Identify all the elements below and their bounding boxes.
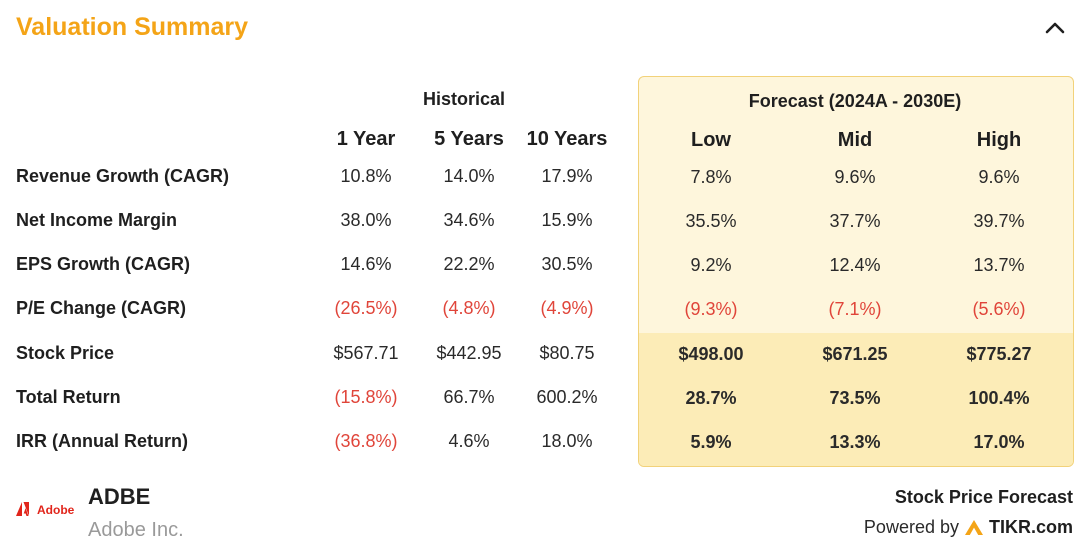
table-cell: $442.95 xyxy=(436,343,502,363)
forecast-header: Forecast (2024A - 2030E) xyxy=(748,91,962,111)
row-label: P/E Change (CAGR) xyxy=(16,298,187,318)
adobe-logo-text: Adobe xyxy=(37,503,75,517)
ticker-symbol: ADBE xyxy=(88,484,151,509)
table-cell: 15.9% xyxy=(541,210,593,230)
table-cell: (15.8%) xyxy=(334,387,398,407)
table-cell: 22.2% xyxy=(443,254,495,274)
table-cell: 5.9% xyxy=(690,432,732,452)
chevron-up-icon[interactable] xyxy=(1041,16,1069,40)
column-header: Mid xyxy=(837,129,873,151)
table-cell: $80.75 xyxy=(539,343,595,363)
column-header: Low xyxy=(691,129,731,151)
table-cell: 39.7% xyxy=(973,211,1025,231)
table-cell: (7.1%) xyxy=(828,299,882,319)
tikr-logo-icon xyxy=(964,520,983,535)
table-cell: 37.7% xyxy=(829,211,881,231)
table-cell: 17.9% xyxy=(541,166,593,186)
table-cell: (9.3%) xyxy=(684,299,738,319)
table-cell: 600.2% xyxy=(536,387,598,407)
table-cell: 100.4% xyxy=(968,388,1030,408)
row-label: Revenue Growth (CAGR) xyxy=(16,166,230,186)
powered-by[interactable]: Powered by TIKR.com xyxy=(864,517,1073,538)
table-cell: 18.0% xyxy=(541,431,593,451)
table-cell: 12.4% xyxy=(829,255,881,275)
company-name: Adobe Inc. xyxy=(88,519,184,541)
table-cell: 30.5% xyxy=(541,254,593,274)
table-cell: 13.3% xyxy=(829,432,881,452)
table-cell: 10.8% xyxy=(340,166,392,186)
table-cell: 17.0% xyxy=(973,432,1025,452)
table-cell: 9.6% xyxy=(834,167,876,187)
table-cell: 9.2% xyxy=(690,255,732,275)
table-cell: (4.8%) xyxy=(442,298,496,318)
table-cell: 14.6% xyxy=(340,254,392,274)
column-header: 10 Years xyxy=(526,128,608,150)
row-label: EPS Growth (CAGR) xyxy=(16,254,190,274)
table-cell: 66.7% xyxy=(443,387,495,407)
column-header: 1 Year xyxy=(336,128,396,150)
table-cell: 38.0% xyxy=(340,210,392,230)
table-cell: 34.6% xyxy=(443,210,495,230)
row-label: Net Income Margin xyxy=(16,210,178,230)
table-cell: (4.9%) xyxy=(540,298,594,318)
table-cell: (26.5%) xyxy=(334,298,398,318)
table-cell: 28.7% xyxy=(685,388,737,408)
page-title: Valuation Summary xyxy=(16,13,249,41)
table-cell: 13.7% xyxy=(973,255,1025,275)
tikr-brand: TIKR.com xyxy=(988,517,1073,537)
table-cell: $775.27 xyxy=(966,344,1032,364)
column-header: 5 Years xyxy=(434,128,504,150)
column-header: High xyxy=(976,129,1022,151)
stock-price-forecast-label: Stock Price Forecast xyxy=(894,487,1073,507)
table-cell: (5.6%) xyxy=(972,299,1026,319)
table-cell: 4.6% xyxy=(448,431,490,451)
table-cell: 35.5% xyxy=(685,211,737,231)
table-cell: 7.8% xyxy=(690,167,732,187)
table-cell: $498.00 xyxy=(678,344,744,364)
row-label: Total Return xyxy=(16,387,121,407)
table-cell: $567.71 xyxy=(333,343,399,363)
table-cell: 14.0% xyxy=(443,166,495,186)
row-label: IRR (Annual Return) xyxy=(16,431,188,451)
forecast-results-band xyxy=(639,333,1073,466)
table-cell: (36.8%) xyxy=(334,431,398,451)
table-cell: 73.5% xyxy=(829,388,881,408)
historical-header: Historical xyxy=(422,89,506,109)
forecast-panel xyxy=(638,76,1074,467)
table-cell: 9.6% xyxy=(978,167,1020,187)
table-cell: $671.25 xyxy=(822,344,888,364)
adobe-logo: Adobe xyxy=(16,502,75,517)
powered-by-label: Powered by xyxy=(863,517,959,537)
row-label: Stock Price xyxy=(16,343,115,363)
